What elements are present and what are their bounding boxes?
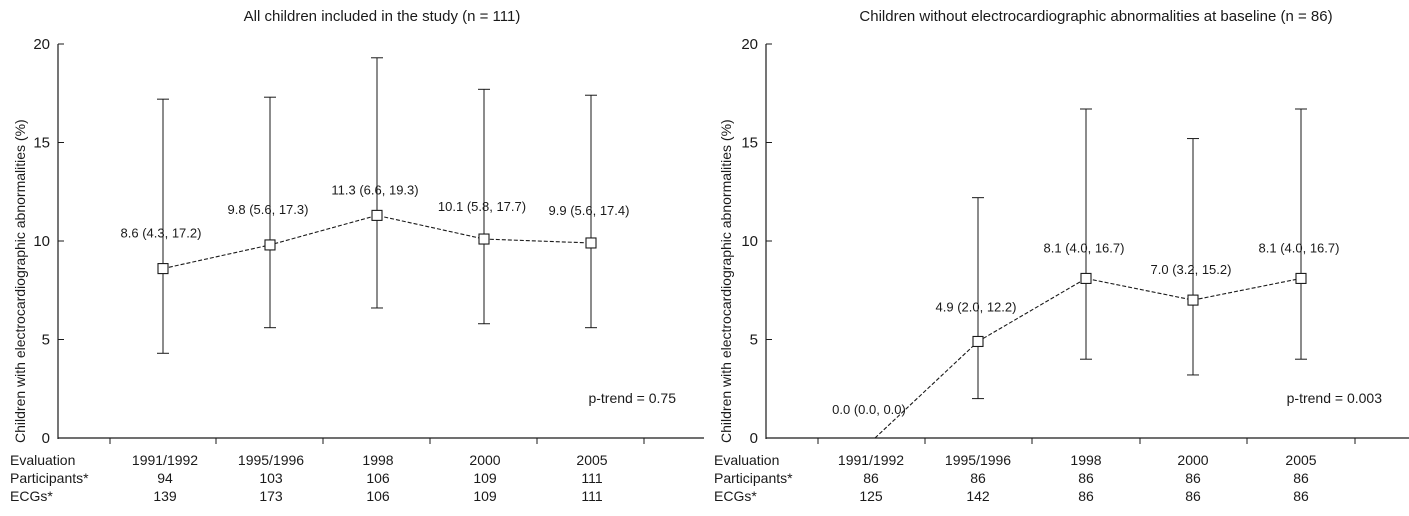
chart-title: Children without electrocardiographic ab… bbox=[859, 8, 1333, 25]
table-cell: 109 bbox=[473, 470, 497, 486]
table-cell: 2005 bbox=[1285, 452, 1317, 468]
data-table: Evaluation 1991/1992 1995/1996 1998 2000… bbox=[704, 452, 1409, 506]
data-point-marker bbox=[157, 263, 169, 275]
table-cell: 1991/1992 bbox=[131, 452, 199, 468]
data-label: 11.3 (6.6, 19.3) bbox=[331, 182, 418, 197]
table-cell: 1998 bbox=[362, 452, 394, 468]
table-cell: 1995/1996 bbox=[944, 452, 1012, 468]
data-label: 9.8 (5.6, 17.3) bbox=[228, 202, 309, 217]
row-label: ECGs* bbox=[10, 488, 53, 504]
table-cell: 139 bbox=[153, 488, 177, 504]
series-line-segment bbox=[874, 341, 979, 439]
row-label: Participants* bbox=[714, 470, 793, 486]
y-tick-label: 20 bbox=[33, 36, 50, 53]
data-point-marker bbox=[478, 233, 490, 245]
table-row-participants: Participants* 86 86 86 86 86 bbox=[704, 470, 1409, 488]
y-tick-label: 10 bbox=[741, 233, 758, 250]
data-point-marker bbox=[1295, 272, 1307, 284]
data-label: 10.1 (5.8, 17.7) bbox=[438, 199, 526, 214]
table-cell: 103 bbox=[259, 470, 283, 486]
row-label: Evaluation bbox=[714, 452, 780, 468]
p-trend-annotation: p-trend = 0.003 bbox=[1287, 390, 1383, 406]
table-cell: 125 bbox=[859, 488, 883, 504]
y-tick-label: 10 bbox=[33, 233, 50, 250]
table-cell: 1995/1996 bbox=[237, 452, 305, 468]
table-cell: 86 bbox=[1185, 470, 1201, 486]
table-cell: 106 bbox=[366, 488, 390, 504]
y-tick-label: 5 bbox=[42, 332, 50, 349]
y-tick-label: 15 bbox=[33, 135, 50, 152]
table-cell: 86 bbox=[1293, 488, 1309, 504]
table-cell: 2005 bbox=[576, 452, 608, 468]
data-label: 8.1 (4.0, 16.7) bbox=[1259, 240, 1340, 255]
y-tick-label: 0 bbox=[750, 430, 758, 447]
data-label: 8.6 (4.3, 17.2) bbox=[121, 226, 202, 241]
y-tick-label: 5 bbox=[750, 332, 758, 349]
table-cell: 142 bbox=[966, 488, 990, 504]
table-cell: 109 bbox=[473, 488, 497, 504]
data-table: Evaluation 1991/1992 1995/1996 1998 2000… bbox=[0, 452, 704, 506]
table-cell: 86 bbox=[1078, 470, 1094, 486]
data-point-marker bbox=[371, 209, 383, 221]
table-cell: 2000 bbox=[1177, 452, 1209, 468]
y-tick-label: 0 bbox=[42, 430, 50, 447]
series-line bbox=[977, 277, 1302, 342]
table-cell: 86 bbox=[1078, 488, 1094, 504]
data-label: 8.1 (4.0, 16.7) bbox=[1044, 240, 1125, 255]
data-point-marker bbox=[1080, 272, 1092, 284]
table-cell: 94 bbox=[157, 470, 173, 486]
table-cell: 1991/1992 bbox=[837, 452, 905, 468]
table-cell: 111 bbox=[581, 488, 603, 504]
data-label: 0.0 (0.0, 0.0) bbox=[832, 402, 906, 417]
data-point-marker bbox=[972, 335, 984, 348]
table-cell: 173 bbox=[259, 488, 283, 504]
table-cell: 106 bbox=[366, 470, 390, 486]
data-label: 7.0 (3.2, 15.2) bbox=[1151, 262, 1232, 277]
table-cell: 86 bbox=[1293, 470, 1309, 486]
data-label: 4.9 (2.0, 12.2) bbox=[936, 299, 1017, 314]
table-cell: 111 bbox=[581, 470, 603, 486]
table-cell: 86 bbox=[863, 470, 879, 486]
y-tick-label: 20 bbox=[741, 36, 758, 53]
row-label: Participants* bbox=[10, 470, 89, 486]
chart-panel-all-children: All children included in the study (n = … bbox=[0, 0, 704, 516]
chart-plot: 0 5 10 15 20 8.6 (4.3, 17.2) 9.8 (5.6, 17.3) 11… bbox=[33, 36, 704, 447]
data-point-marker bbox=[264, 239, 276, 251]
table-row-ecgs: ECGs* 139 173 106 109 111 bbox=[0, 488, 704, 506]
row-label: ECGs* bbox=[714, 488, 757, 504]
chart-title: All children included in the study (n = … bbox=[243, 8, 521, 25]
table-row-ecgs: ECGs* 125 142 86 86 86 bbox=[704, 488, 1409, 506]
data-point-marker bbox=[585, 237, 597, 249]
data-point-marker bbox=[1187, 294, 1199, 306]
table-cell: 2000 bbox=[469, 452, 501, 468]
row-label: Evaluation bbox=[10, 452, 76, 468]
table-cell: 86 bbox=[970, 470, 986, 486]
y-tick-label: 15 bbox=[741, 135, 758, 152]
table-cell: 86 bbox=[1185, 488, 1201, 504]
chart-panel-no-baseline-abnormalities: Children without electrocardiographic ab… bbox=[704, 0, 1409, 516]
series-line bbox=[162, 214, 592, 270]
table-row-participants: Participants* 94 103 106 109 111 bbox=[0, 470, 704, 488]
table-row-evaluation: Evaluation 1991/1992 1995/1996 1998 2000… bbox=[0, 452, 704, 470]
table-cell: 1998 bbox=[1070, 452, 1102, 468]
chart-plot: 0 5 10 15 20 0.0 (0.0, 0.0) 4.9 (2.0, 12.2) 8.1… bbox=[741, 36, 1409, 447]
table-row-evaluation: Evaluation 1991/1992 1995/1996 1998 2000… bbox=[704, 452, 1409, 470]
p-trend-annotation: p-trend = 0.75 bbox=[588, 390, 676, 406]
data-label: 9.9 (5.6, 17.4) bbox=[549, 203, 630, 218]
